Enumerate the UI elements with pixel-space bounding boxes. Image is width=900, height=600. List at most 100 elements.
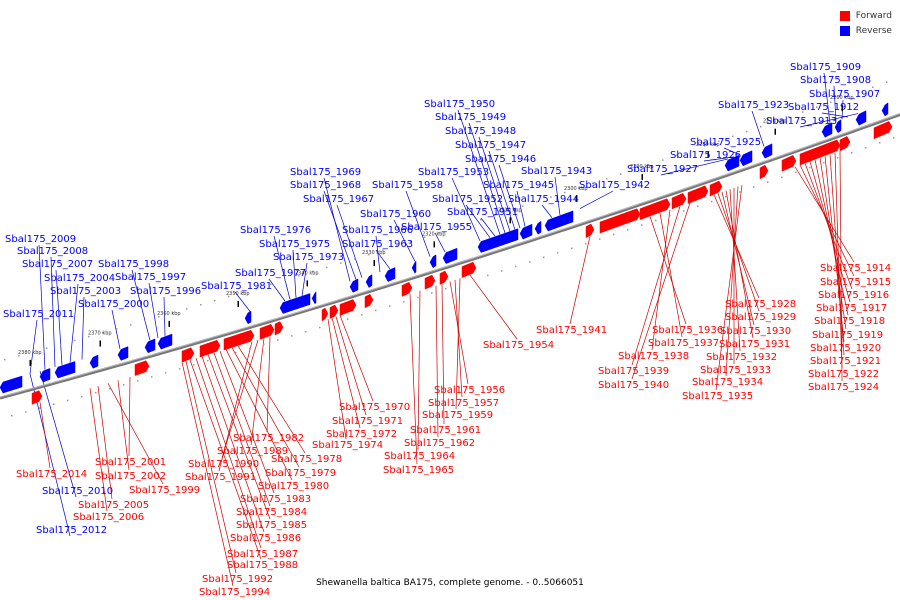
gene-label: Sbal175_1928: [725, 299, 796, 310]
leader-line: [794, 166, 855, 263]
reverse-gene: [0, 375, 23, 394]
guide-dot: [585, 242, 587, 245]
leader-line: [375, 249, 391, 270]
leader-line: [468, 122, 506, 234]
gene-label: Sbal175_1925: [690, 137, 761, 148]
reverse-gene: [724, 154, 740, 172]
gene-label: Sbal175_1947: [455, 140, 526, 151]
guide-dot: [844, 96, 846, 98]
guide-dot: [494, 214, 496, 216]
guide-dot: [88, 335, 90, 338]
gene-label: Sbal175_1912: [788, 102, 859, 113]
tick-mark: [774, 128, 776, 135]
guide-dot: [879, 142, 881, 144]
guide-dot: [816, 106, 818, 108]
gene-label: Sbal175_1907: [809, 89, 880, 100]
leader-line: [207, 354, 271, 520]
guide-dot: [725, 196, 727, 198]
leader-line: [834, 152, 843, 369]
guide-dot: [312, 270, 314, 273]
leader-line: [50, 256, 56, 368]
guide-dot: [4, 358, 6, 361]
leader-line: [721, 191, 755, 326]
gene-label: Sbal175_1963: [342, 239, 413, 250]
guide-dot: [711, 200, 713, 203]
leader-line: [659, 212, 683, 338]
gene-label: Sbal175_1926: [670, 150, 741, 161]
leader-line: [213, 352, 271, 507]
guide-dot: [305, 331, 307, 333]
leader-line: [703, 156, 735, 162]
gene-label: Sbal175_2000: [78, 299, 149, 310]
leader-lines: [29, 72, 859, 587]
guide-dot: [641, 224, 643, 226]
reverse-gene: [519, 223, 533, 240]
leader-line: [218, 341, 253, 472]
leader-line: [839, 150, 843, 382]
gene-label: Sbal175_1962: [404, 438, 475, 449]
forward-gene: [671, 192, 687, 210]
gene-label: Sbal175_1957: [428, 398, 499, 409]
leader-line: [55, 269, 63, 366]
leader-line: [554, 176, 561, 216]
guide-dot: [648, 164, 650, 166]
leader-line: [651, 209, 671, 351]
guide-dot: [557, 252, 559, 254]
reverse-gene: [157, 333, 173, 350]
guide-dot: [830, 101, 832, 103]
leader-line: [225, 349, 293, 481]
gene-label: Sbal175_1989: [217, 446, 288, 457]
gene-label: Sbal175_1914: [820, 263, 891, 274]
forward-gene: [585, 223, 595, 239]
reverse-gene: [365, 274, 373, 288]
gene-label: Sbal175_2004: [44, 273, 115, 284]
leader-line: [455, 278, 461, 410]
guide-dot: [445, 287, 447, 290]
guide-dot: [410, 240, 412, 243]
gene-label: Sbal175_1979: [265, 468, 336, 479]
tick-label: 2340 kbp: [295, 270, 319, 276]
guide-dot: [375, 309, 377, 312]
guide-dot: [676, 154, 678, 157]
gene-label: Sbal175_1973: [273, 252, 344, 263]
gene-label: Sbal175_1948: [445, 126, 516, 137]
gene-label: Sbal175_1986: [230, 533, 301, 544]
gene-label: Sbal175_1959: [422, 410, 493, 421]
gene-label: Sbal175_1937: [648, 338, 719, 349]
guide-dot: [774, 121, 776, 123]
gene-label: Sbal175_1921: [810, 356, 881, 367]
guide-dot: [746, 130, 748, 133]
leader-line: [250, 338, 265, 446]
gene-label: Sbal175_1943: [521, 166, 592, 177]
leader-line: [335, 316, 367, 416]
leader-line: [327, 319, 347, 440]
leader-line: [185, 360, 237, 574]
tick-mark: [575, 195, 577, 202]
reverse-swatch: [839, 25, 850, 36]
guide-dot: [130, 324, 132, 326]
guide-dot: [95, 391, 97, 394]
forward-gene: [31, 390, 43, 405]
gene-label: Sbal175_1982: [233, 433, 304, 444]
leader-line: [292, 249, 297, 298]
leader-line: [81, 296, 85, 360]
gene-label: Sbal175_1933: [700, 365, 771, 376]
leader-line: [201, 356, 265, 533]
forward-gene: [134, 360, 150, 376]
guide-dot: [718, 140, 720, 142]
guide-dot: [249, 347, 251, 350]
guide-dot: [627, 229, 629, 231]
gene-label: Sbal175_1915: [820, 277, 891, 288]
guide-dot: [368, 253, 370, 256]
guide-dot: [11, 415, 13, 417]
forward-gene: [709, 180, 723, 197]
gene-label: Sbal175_1934: [692, 377, 763, 388]
gene-label: Sbal175_1950: [424, 99, 495, 110]
tick-mark: [168, 320, 170, 327]
leader-line: [273, 235, 291, 300]
gene-label: Sbal175_1988: [227, 560, 298, 571]
leader-line: [339, 315, 374, 402]
gene-label: Sbal175_1967: [303, 194, 374, 205]
guide-dot: [795, 171, 797, 174]
guide-dot: [228, 295, 230, 298]
